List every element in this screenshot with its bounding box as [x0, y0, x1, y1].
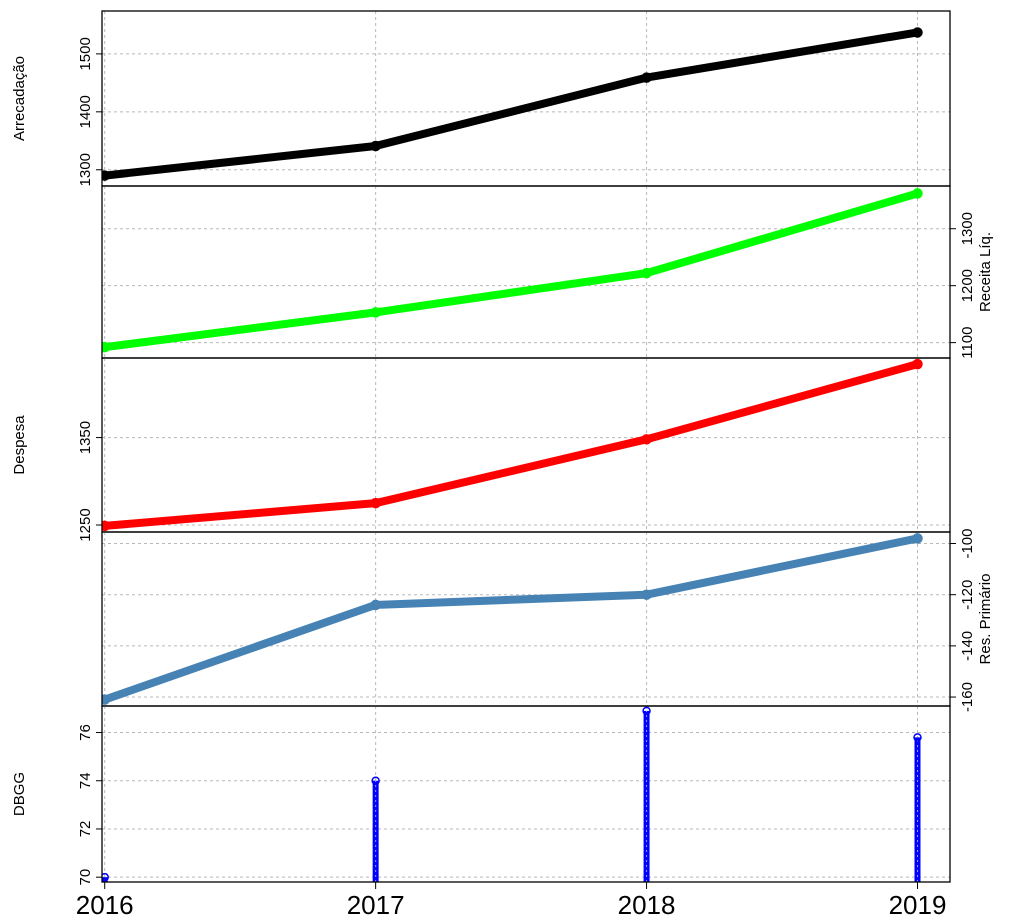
panel-despesa: 1250 1350 Despesa [11, 357, 951, 542]
chart-panels: 130014001500Arrecadação110012001300Recei… [11, 10, 994, 886]
plot-area [102, 706, 922, 882]
panel-frame [101, 357, 951, 533]
series-line [102, 28, 922, 180]
data-point [912, 188, 923, 199]
y-tick-label: 1100 [959, 326, 976, 358]
y-tick-label: 1250 [77, 508, 94, 541]
data-point [370, 599, 381, 611]
series-line [102, 534, 922, 704]
data-point [912, 533, 923, 544]
y-tick-label: 1300 [77, 153, 94, 186]
y-tick-label: 70 [77, 869, 94, 886]
data-point [912, 27, 923, 38]
y-tick-label: 76 [77, 724, 94, 741]
y-tick-label: -160 [959, 682, 976, 712]
panel-dbgg: 70 72 74 76 DBGG [11, 705, 951, 886]
series-line [102, 360, 922, 530]
x-tick-label: 2016 [76, 890, 134, 917]
x-tick-label: 2017 [347, 890, 405, 917]
y-tick-label: 1200 [959, 269, 976, 302]
plot-area [102, 358, 923, 532]
y-axis-title: Arrecadação [11, 56, 28, 141]
data-point [102, 170, 110, 181]
plot-area [102, 27, 923, 181]
y-tick-label: -100 [959, 528, 976, 558]
data-point [370, 140, 381, 152]
y-axis-title: Res. Primário [977, 574, 994, 665]
data-point [641, 589, 652, 600]
shared-x-axis: 2016 2017 2018 2019 [76, 882, 947, 917]
y-tick-label: 1400 [77, 95, 94, 128]
data-point [102, 694, 110, 705]
x-tick-label: 2019 [889, 890, 947, 917]
y-tick-label: 74 [77, 772, 94, 789]
data-point [641, 72, 652, 83]
y-tick-label: 1300 [959, 212, 976, 245]
data-point [641, 434, 652, 445]
y-tick-label: -140 [959, 631, 976, 661]
data-point [370, 497, 381, 509]
bar-cap [371, 776, 380, 785]
y-tick-label: 1350 [77, 421, 94, 454]
bar-cap [642, 706, 651, 716]
plot-area [102, 533, 923, 705]
data-point [641, 267, 652, 279]
data-point [370, 307, 381, 318]
y-axis-title: Receita Líq. [977, 232, 994, 312]
panel-arrecadacao: 1300 1400 1500 Arrecadação [11, 10, 951, 187]
data-point [912, 358, 923, 370]
y-tick-label: 72 [77, 821, 94, 838]
series-line [102, 189, 922, 352]
plot-area [102, 188, 923, 353]
data-point [102, 341, 110, 353]
y-tick-label: 1500 [77, 37, 94, 70]
panel-frame [101, 705, 951, 883]
y-axis-title: DBGG [11, 772, 28, 816]
y-axis-title: Despesa [11, 415, 28, 475]
x-tick-label: 2018 [618, 890, 676, 917]
bar-cap [102, 872, 109, 882]
data-point [102, 520, 110, 532]
bar-cap [913, 733, 922, 742]
y-tick-label: -120 [959, 580, 976, 610]
